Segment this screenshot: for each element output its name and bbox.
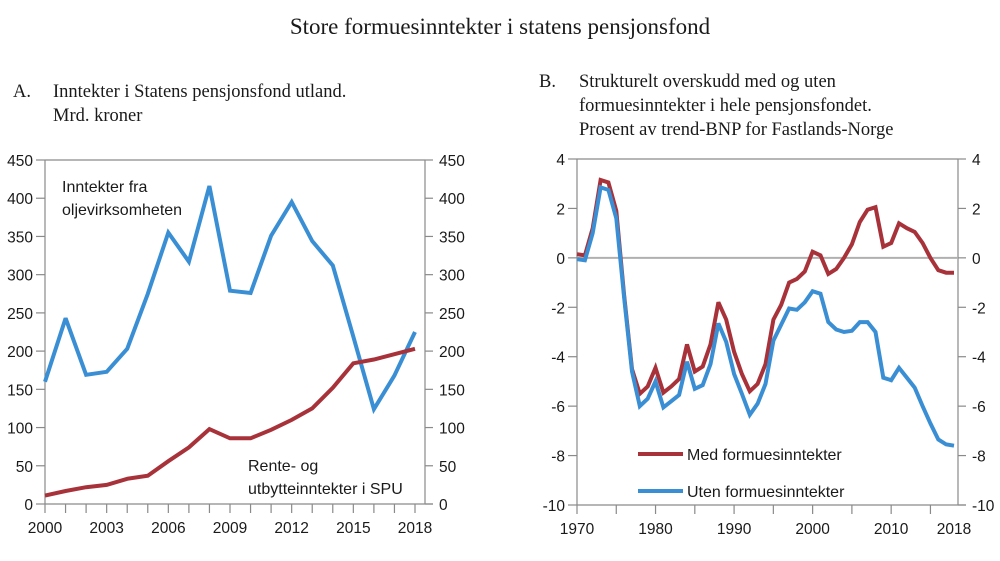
annotation-spu-income: utbytteinntekter i SPU: [248, 481, 403, 498]
y-tick-label-left: 2: [556, 201, 565, 218]
x-tick-label: 2000: [28, 520, 63, 537]
y-tick-label-right: 100: [439, 421, 465, 438]
panel-a-title-line-1: Inntekter i Statens pensjonsfond utland.: [53, 82, 347, 102]
y-tick-label-left: -4: [551, 350, 565, 367]
y-tick-label-right: 0: [439, 497, 448, 514]
x-tick-label: 2000: [795, 521, 830, 538]
x-tick-label: 1980: [638, 521, 673, 538]
y-tick-label-right: -10: [972, 498, 995, 515]
series-line-second: [44, 346, 416, 498]
legend-label-uten: Uten formuesinntekter: [687, 484, 845, 501]
y-tick-label-right: 0: [972, 251, 981, 268]
y-tick-label-right: 250: [439, 306, 465, 323]
y-tick-label-left: -10: [543, 498, 566, 515]
y-tick-label-left: 0: [556, 251, 565, 268]
panel-b-title-line-3: Prosent av trend-BNP for Fastlands-Norge: [579, 120, 894, 140]
panel-b-title-line-1: Strukturelt overskudd med og uten: [579, 72, 836, 92]
y-tick-label-left: 150: [7, 382, 33, 399]
annotation-spu-income: Rente- og: [248, 458, 318, 475]
y-tick-label-left: -6: [551, 399, 565, 416]
x-tick-label: 2015: [336, 520, 370, 537]
y-tick-label-right: 2: [972, 201, 981, 218]
x-tick-label: 2006: [151, 520, 185, 537]
main-title: Store formuesinntekter i statens pensjon…: [289, 14, 711, 39]
y-tick-label-left: 350: [7, 229, 33, 246]
series-line-first: [43, 185, 417, 415]
y-tick-label-right: -6: [972, 399, 986, 416]
y-tick-label-left: 4: [556, 152, 565, 169]
y-tick-label-left: 200: [7, 344, 33, 361]
x-tick-label: 1990: [717, 521, 752, 538]
y-tick-label-left: 50: [16, 459, 34, 476]
y-tick-label-right: 350: [439, 229, 465, 246]
chart-b-structural-surplus: -10 -10 -8 -8 -6 -6 -4 -4 -2 -2 0 0 2 2 4 4 1970 1980 1990…: [543, 152, 995, 538]
y-tick-label-right: 50: [439, 459, 457, 476]
x-tick-label: 2003: [89, 520, 123, 537]
y-tick-label-left: 450: [7, 153, 33, 170]
y-tick-label-left: 400: [7, 191, 33, 208]
x-tick-label: 1970: [560, 521, 595, 538]
panel-a-title: A. Inntekter i Statens pensjonsfond utla…: [13, 80, 346, 128]
y-tick-label-right: -2: [972, 300, 986, 317]
chart-a-income: 0 0 50 50 100 100 150 150 200 200 250 250 300 300 350 3…: [7, 153, 465, 537]
panel-b-title-line-2: formuesinntekter i hele pensjonsfondet.: [579, 96, 872, 116]
y-tick-label-left: 250: [7, 306, 33, 323]
y-tick-label-left: 0: [24, 497, 33, 514]
y-tick-label-left: -8: [551, 449, 565, 466]
y-tick-label-left: 300: [7, 268, 33, 285]
y-tick-label-left: 100: [7, 421, 33, 438]
y-tick-label-right: 450: [439, 153, 465, 170]
x-tick-label: 2018: [398, 520, 432, 537]
x-tick-label: 2009: [213, 520, 247, 537]
panel-b-letter: B.: [539, 72, 556, 92]
x-tick-label: 2010: [874, 521, 909, 538]
y-tick-label-right: 150: [439, 382, 465, 399]
y-tick-label-right: 300: [439, 268, 465, 285]
series-line-first: [576, 177, 954, 398]
y-tick-label-right: -4: [972, 350, 986, 367]
panel-a-title-line-2: Mrd. kroner: [53, 106, 143, 126]
series-line-second: [576, 184, 955, 448]
x-tick-label: 2018: [937, 521, 971, 538]
annotation-oil-income: Inntekter fra: [62, 179, 147, 196]
y-tick-label-right: 400: [439, 191, 465, 208]
y-tick-label-right: 200: [439, 344, 465, 361]
x-tick-label: 2012: [274, 520, 308, 537]
annotation-oil-income: oljevirksomheten: [62, 202, 182, 219]
y-tick-label-right: 4: [972, 152, 981, 169]
y-tick-label-left: -2: [551, 300, 565, 317]
panel-b-title: B. Strukturelt overskudd med og uten for…: [539, 70, 893, 142]
y-tick-label-right: -8: [972, 449, 986, 466]
panel-a-letter: A.: [13, 82, 31, 102]
legend-label-med: Med formuesinntekter: [687, 447, 842, 464]
